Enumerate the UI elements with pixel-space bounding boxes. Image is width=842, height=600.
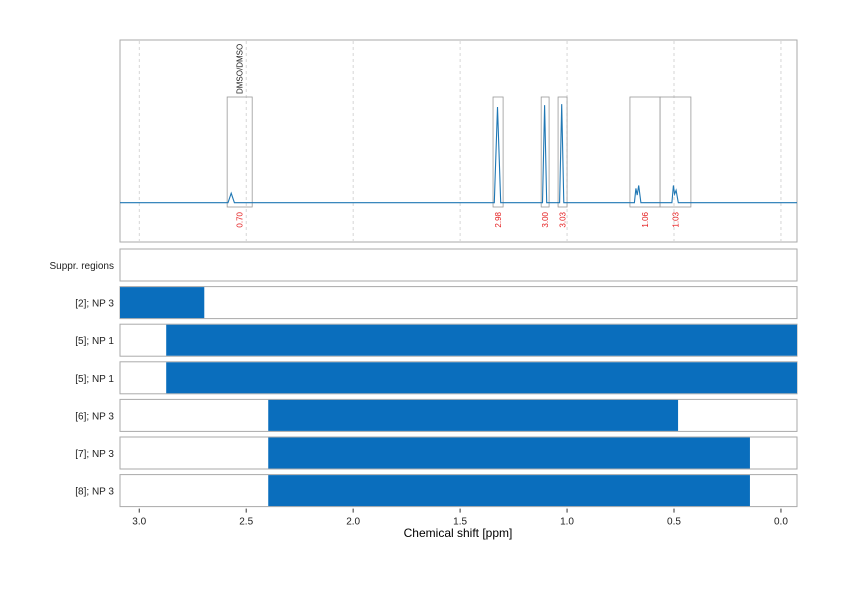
x-tick-label: 0.5 (667, 517, 681, 528)
region-bar (166, 324, 797, 356)
integral-region (659, 96, 692, 208)
integral-label: 2.98 (494, 211, 503, 227)
integral-label: 3.00 (541, 211, 550, 227)
row-label: [2]; NP 3 (75, 299, 114, 310)
row-label: [6]; NP 3 (75, 411, 114, 422)
region-row (119, 248, 798, 282)
spectrum-panel (119, 39, 798, 243)
integral-region (492, 96, 504, 208)
x-axis-label: Chemical shift [ppm] (404, 526, 513, 540)
region-bar (120, 287, 205, 319)
x-tick-label: 2.5 (239, 517, 253, 528)
x-tick-label: 1.5 (453, 517, 467, 528)
integral-label: 0.70 (236, 211, 245, 227)
integral-region (540, 96, 550, 208)
region-bar (268, 437, 750, 469)
integral-region (557, 96, 568, 208)
row-label: [5]; NP 1 (75, 336, 114, 347)
integral-region (226, 96, 253, 208)
spectrum-line (120, 104, 797, 204)
integral-label: 1.06 (641, 211, 650, 227)
integral-label: 3.03 (559, 211, 568, 227)
integral-label: 1.03 (672, 211, 681, 227)
region-bar (268, 399, 679, 431)
row-label: [7]; NP 3 (75, 449, 114, 460)
annotation: DMSO/DMSO (236, 44, 245, 94)
x-tick-label: 0.0 (774, 517, 788, 528)
x-tick-label: 2.0 (346, 517, 360, 528)
x-tick-label: 3.0 (132, 517, 146, 528)
x-tick-label: 1.0 (560, 517, 574, 528)
region-row (119, 286, 798, 320)
row-label: [5]; NP 1 (75, 374, 114, 385)
row-label: Suppr. regions (50, 261, 115, 272)
region-bar (268, 475, 750, 507)
row-label: [8]; NP 3 (75, 487, 114, 498)
region-bar (166, 362, 797, 394)
